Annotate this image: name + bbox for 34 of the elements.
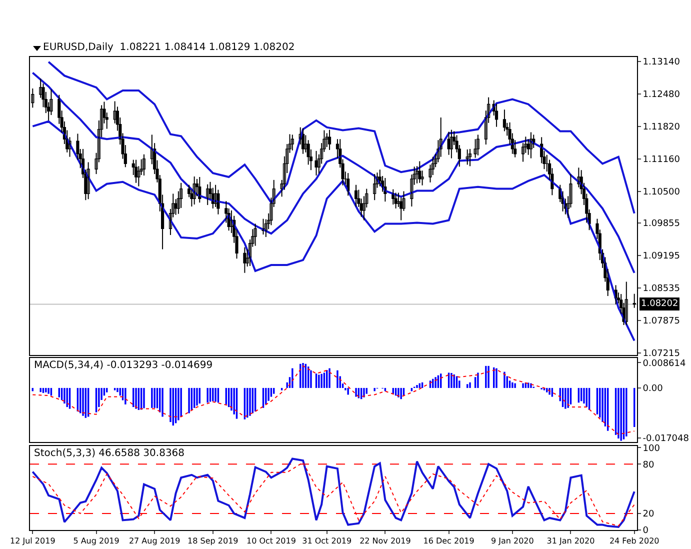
y-tick-label: 1.07215: [642, 348, 680, 359]
x-tick-label: 31 Oct 2019: [302, 536, 352, 546]
line-series: [32, 120, 636, 342]
x-tick-label: 12 Jul 2019: [10, 536, 56, 546]
y-tick-label: 1.11820: [642, 122, 680, 132]
y-tick-label: 0: [642, 526, 649, 536]
x-tick-label: 22 Nov 2019: [360, 536, 411, 546]
y-tick-label: 20: [642, 510, 655, 520]
x-tick-label: 16 Dec 2019: [423, 536, 474, 546]
x-tick-label: 27 Aug 2019: [128, 536, 180, 546]
x-tick-label: 24 Feb 2020: [609, 536, 660, 546]
y-tick-label: 1.10500: [642, 187, 680, 198]
ref-line-label: 1.08202: [641, 299, 678, 309]
chart-title: Stoch(5,3,3) 46.6588 30.8368: [34, 448, 185, 459]
y-tick-label: 100: [642, 444, 660, 454]
y-tick-label: 1.12480: [642, 90, 680, 100]
y-tick-label: 1.09195: [642, 252, 680, 262]
y-tick-label: 1.09855: [642, 219, 680, 230]
y-tick-label: 1.07875: [642, 316, 680, 326]
x-tick-label: 18 Sep 2019: [188, 536, 238, 546]
line-series: [32, 72, 636, 274]
x-tick-label: 31 Jan 2020: [546, 536, 595, 546]
chart-title: MACD(5,34,4) -0.013293 -0.014699: [34, 360, 213, 371]
y-tick-label: 80: [642, 460, 655, 470]
y-tick-label: -0.017048: [642, 434, 690, 444]
y-tick-label: 1.11160: [642, 154, 680, 165]
y-tick-label: 0.008614: [642, 358, 686, 369]
x-tick-label: 9 Jan 2020: [490, 536, 534, 546]
x-tick-label: 5 Aug 2019: [73, 536, 120, 546]
x-tick-label: 10 Oct 2019: [246, 536, 296, 546]
y-tick-label: 1.13140: [642, 58, 680, 68]
y-tick-label: 1.08535: [642, 284, 680, 294]
y-tick-label: 0.00: [642, 384, 664, 394]
chart-title: EURUSD,Daily 1.08221 1.08414 1.08129 1.08202: [43, 42, 295, 53]
